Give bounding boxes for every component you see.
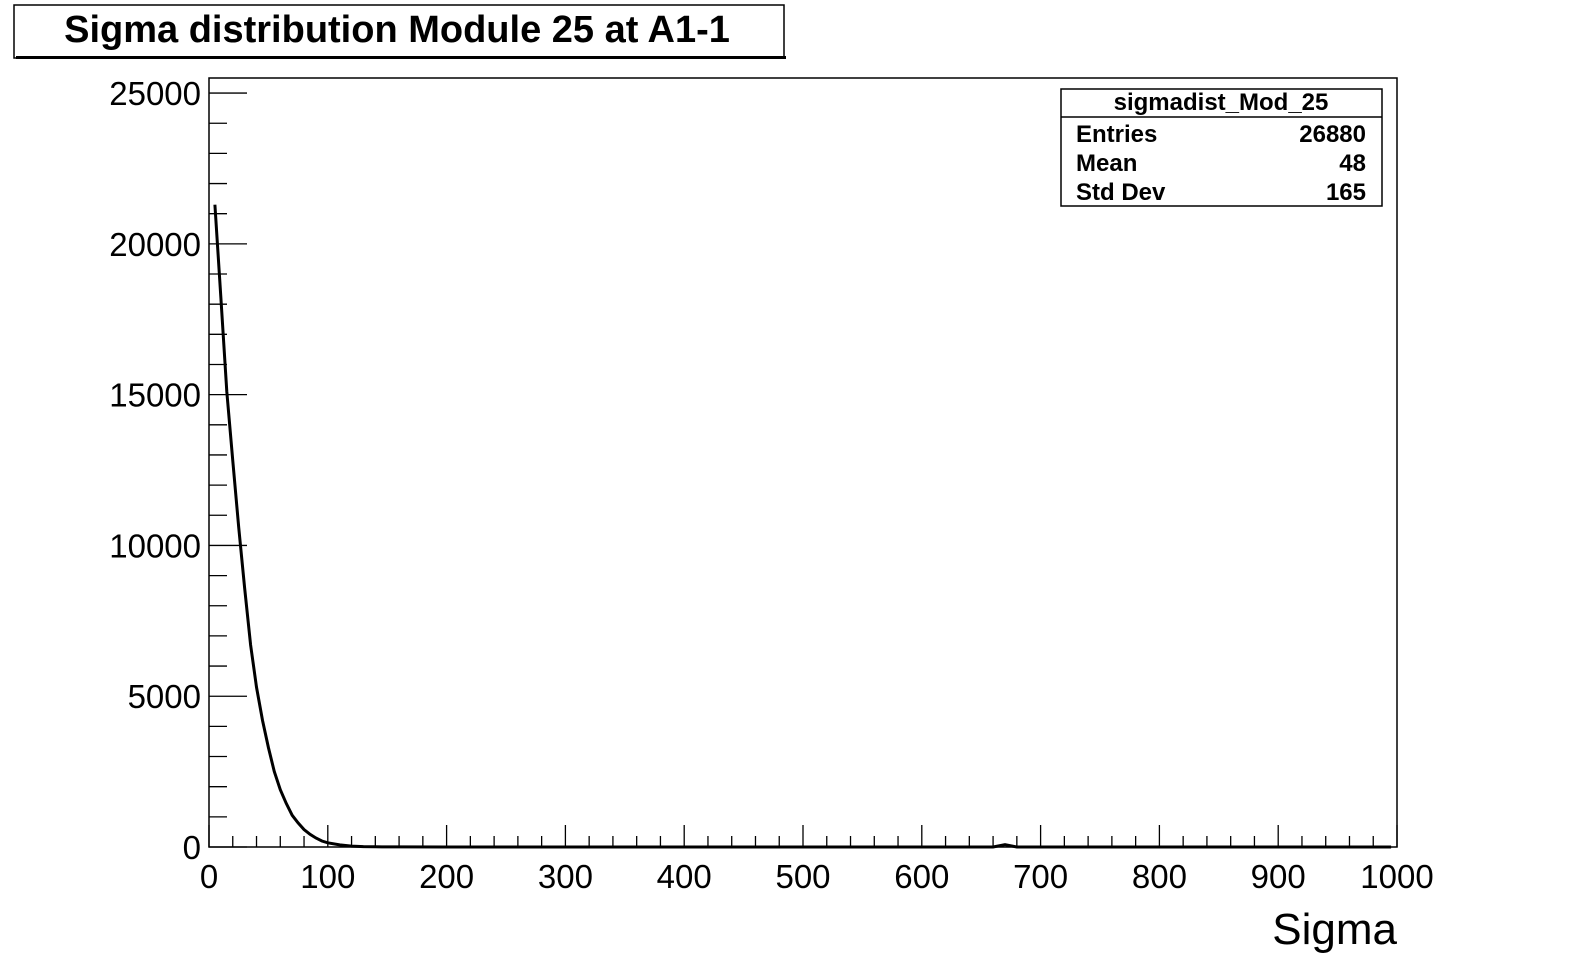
y-tick-label: 0 <box>183 829 201 866</box>
stats-stddev-value: 165 <box>1326 179 1366 206</box>
series-line <box>213 204 1392 849</box>
stats-box-title: sigmadist_Mod_25 <box>1114 89 1329 116</box>
x-tick-label: 100 <box>300 858 355 895</box>
x-tick-label: 300 <box>538 858 593 895</box>
x-tick-label: 0 <box>200 858 218 895</box>
stats-entries-value: 26880 <box>1299 121 1366 148</box>
y-tick-label: 10000 <box>109 527 201 564</box>
y-tick-label: 15000 <box>109 377 201 414</box>
stats-box: sigmadist_Mod_25 Entries 26880 Mean 48 S… <box>1060 88 1383 207</box>
x-tick-label: 700 <box>1013 858 1068 895</box>
x-tick-label: 1000 <box>1360 858 1433 895</box>
title-box: Sigma distribution Module 25 at A1-1 <box>13 4 786 59</box>
x-axis-title: Sigma <box>1272 905 1397 954</box>
y-tick-label: 5000 <box>128 678 201 715</box>
x-tick-label: 800 <box>1132 858 1187 895</box>
stats-mean-label: Mean <box>1076 150 1137 177</box>
x-tick-label: 600 <box>894 858 949 895</box>
x-tick-label: 200 <box>419 858 474 895</box>
x-tick-label: 400 <box>657 858 712 895</box>
stats-stddev-label: Std Dev <box>1076 179 1166 206</box>
chart-title: Sigma distribution Module 25 at A1-1 <box>64 9 730 51</box>
y-tick-label: 20000 <box>109 226 201 263</box>
stats-entries-label: Entries <box>1076 121 1157 148</box>
stats-mean-value: 48 <box>1339 150 1366 177</box>
x-tick-label: 500 <box>775 858 830 895</box>
x-axis-tick-labels: 0 100 200 300 400 500 600 700 800 900 1000 <box>200 858 1434 895</box>
x-axis-ticks <box>208 825 1398 847</box>
x-tick-label: 900 <box>1251 858 1306 895</box>
y-tick-label: 25000 <box>109 75 201 112</box>
y-axis-tick-labels: 0 5000 10000 15000 20000 25000 <box>109 75 201 866</box>
